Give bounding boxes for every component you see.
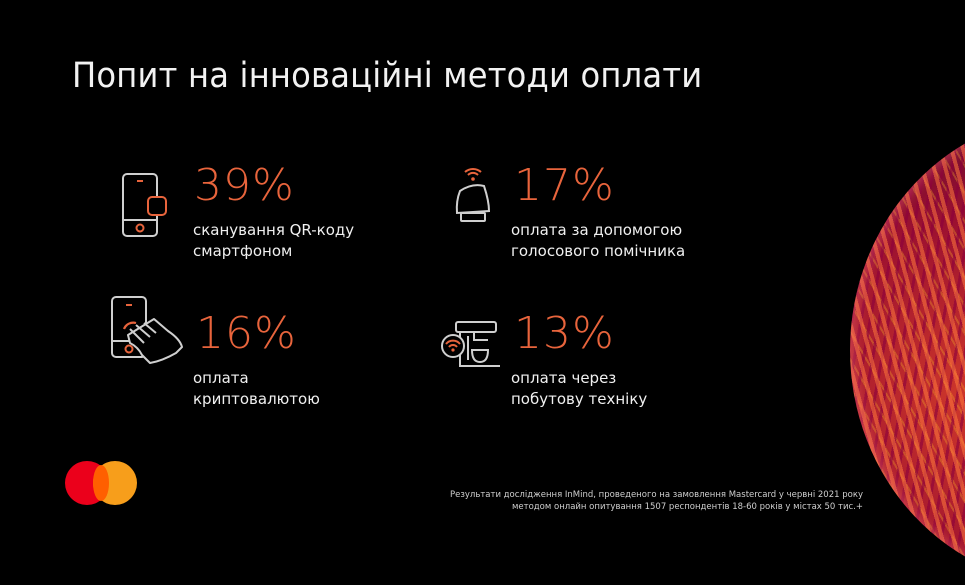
decorative-sphere	[850, 115, 965, 585]
stat-description-line2: криптовалютою	[193, 390, 320, 408]
stat-description-line2: побутову техніку	[511, 390, 648, 408]
hand-tap-phone-icon	[111, 296, 183, 364]
smartphone-qr-icon	[122, 173, 167, 237]
connected-appliance-icon	[441, 321, 500, 367]
footnote-line2: методом онлайн опитування 1507 респонден…	[512, 502, 863, 512]
stat-description-line1: оплата через	[511, 369, 617, 387]
stat-description-line1: оплата	[193, 369, 249, 387]
stat-value: 39%	[194, 160, 295, 211]
stat-description-line2: голосового помічника	[511, 242, 686, 260]
smart-speaker-icon	[455, 168, 491, 222]
footnote-line1: Результати дослідження InMind, проведено…	[449, 490, 863, 500]
logo-overlap	[93, 465, 109, 501]
stat-value: 17%	[514, 160, 615, 211]
page-title: Попит на інноваційні методи оплати	[72, 56, 703, 96]
mastercard-logo	[65, 461, 137, 505]
stat-description-line1: оплата за допомогою	[511, 221, 683, 239]
stat-value: 16%	[196, 308, 297, 359]
stat-value: 13%	[514, 308, 615, 359]
stat-description-line2: смартфоном	[193, 242, 293, 260]
footnote: Результати дослідження InMind, проведено…	[450, 489, 863, 513]
stat-description-line1: сканування QR-коду	[193, 221, 355, 239]
